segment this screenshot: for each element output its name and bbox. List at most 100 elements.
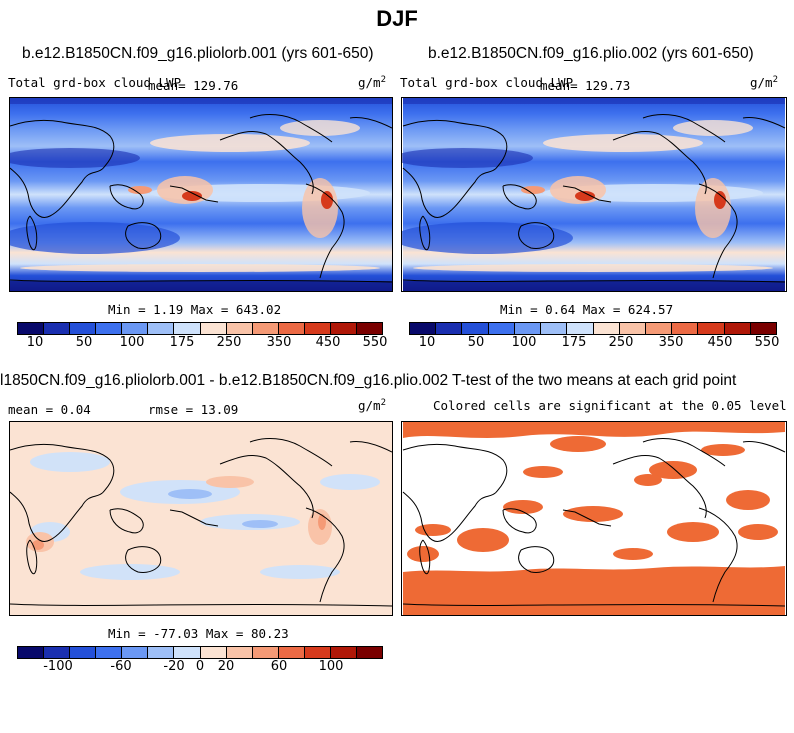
colorbar-swatch [252,647,279,658]
colorbar-swatch [357,323,383,334]
colorbar-abs-2-ticks: 10 50 100 175 250 350 450 550 [409,335,780,351]
colorbar-swatch [357,647,383,658]
colorbar-tick-label: 175 [169,335,195,350]
colorbar-swatch [148,323,175,334]
figure-title: DJF [376,6,418,31]
colorbar-swatch [514,323,542,334]
panel1-stats: Min = 1.19 Max = 643.02 [108,302,282,317]
significant-cells [403,422,785,615]
panel3-stats: Min = -77.03 Max = 80.23 [108,626,289,641]
colorbar-swatch [200,323,227,334]
colorbar-abs-2-swatches [409,322,777,335]
panel2-stats: Min = 0.64 Max = 624.57 [500,302,674,317]
colorbar-swatch [330,647,358,658]
colorbar-swatch [70,647,97,658]
colorbar-swatch [70,323,97,334]
diff-field-background [10,422,392,615]
panel2-variable-label: Total grd-box cloud LWP [400,75,574,90]
coastlines [402,114,786,283]
panel3-map [9,421,393,616]
colorbar-tick-label: 60 [270,659,288,674]
panel4-title: T-test of the two means at each grid poi… [452,372,737,389]
panel1-units: g/m2 [358,75,386,91]
panel3-title: l1850CN.f09_g16.pliolorb.001 - b.e12.B18… [0,372,449,389]
panel1-map [9,97,393,292]
colorbar-tick-label: 250 [216,335,242,350]
colorbar-swatch [252,323,279,334]
colorbar-tick-label: 450 [707,335,733,350]
coastlines [10,114,392,283]
colorbar-swatch [410,323,437,334]
colorbar-abs-1-swatches [17,322,383,335]
colorbar-tick-label: 550 [754,335,780,350]
panel4-subtitle: Colored cells are significant at the 0.0… [433,398,787,413]
colorbar-tick-label: 550 [362,335,388,350]
colorbar-tick-label: 450 [315,335,341,350]
colorbar-swatch [96,323,123,334]
colorbar-tick-label: 175 [561,335,587,350]
colorbar-tick-label: 0 [195,659,205,674]
colorbar-swatch [122,647,149,658]
colorbar-swatch [488,323,515,334]
coastlines [402,438,786,607]
colorbar-tick-label: 50 [467,335,485,350]
panel2-units: g/m2 [750,75,778,91]
colorbar-swatch [304,323,331,334]
colorbar-tick-label: 20 [217,659,235,674]
colorbar-abs-1-ticks: 10 50 100 175 250 350 450 550 [17,335,388,351]
colorbar-swatch [619,323,646,334]
panel3-units: g/m2 [358,398,386,414]
colorbar-tick-label: -100 [43,659,73,674]
colorbar-tick-label: 100 [119,335,145,350]
colorbar-abs-1: 10 50 100 175 250 350 450 550 [17,322,388,351]
colorbar-swatch [645,323,673,334]
colorbar-swatch [122,323,149,334]
panel1-mean: mean= 129.76 [148,78,239,93]
colorbar-swatch [174,323,201,334]
colorbar-swatch [18,323,45,334]
panel3-mean: mean = 0.04 [8,402,91,417]
colorbar-tick-label: 10 [418,335,436,350]
colorbar-tick-label: 250 [608,335,634,350]
colorbar-tick-label: 100 [318,659,344,674]
panel2-mean: mean= 129.73 [540,78,631,93]
colorbar-swatch [462,323,489,334]
colorbar-swatch [174,647,201,658]
colorbar-swatch [593,323,620,334]
colorbar-swatch [18,647,45,658]
colorbar-swatch [278,647,305,658]
panel1-variable-label: Total grd-box cloud LWP [8,75,182,90]
coastlines [10,438,392,607]
panel3-rmse: rmse = 13.09 [148,402,239,417]
colorbar-diff-swatches [17,646,383,659]
panel2-title: b.e12.B1850CN.f09_g16.plio.002 (yrs 601-… [428,45,754,62]
panel1-title: b.e12.B1850CN.f09_g16.pliolorb.001 (yrs … [22,45,374,62]
colorbar-abs-2: 10 50 100 175 250 350 450 550 [409,322,780,351]
colorbar-tick-label: 350 [658,335,684,350]
colorbar-swatch [724,323,751,334]
colorbar-diff: -100 -60 -20 0 20 60 100 [17,646,383,675]
panel2-map [401,97,787,292]
colorbar-swatch [226,647,253,658]
colorbar-swatch [698,323,725,334]
colorbar-diff-ticks: -100 -60 -20 0 20 60 100 [17,659,383,675]
colorbar-swatch [330,323,358,334]
colorbar-swatch [148,647,175,658]
colorbar-swatch [278,323,305,334]
panel4-map [401,421,787,616]
colorbar-swatch [44,323,71,334]
colorbar-tick-label: 100 [511,335,537,350]
colorbar-swatch [304,647,331,658]
colorbar-tick-label: 10 [26,335,44,350]
colorbar-swatch [567,323,594,334]
colorbar-swatch [541,323,568,334]
colorbar-swatch [436,323,463,334]
colorbar-swatch [672,323,699,334]
colorbar-tick-label: 50 [75,335,93,350]
colorbar-swatch [226,323,253,334]
colorbar-tick-label: -20 [163,659,185,674]
colorbar-tick-label: -60 [110,659,132,674]
colorbar-tick-label: 350 [266,335,292,350]
colorbar-swatch [750,323,777,334]
colorbar-swatch [44,647,71,658]
